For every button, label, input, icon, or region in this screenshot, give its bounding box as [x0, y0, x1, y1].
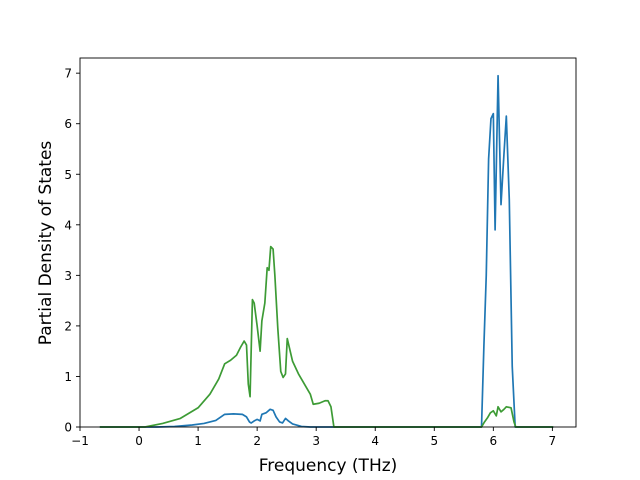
x-tick-label: 6 [490, 434, 498, 448]
x-tick-label: 1 [194, 434, 202, 448]
series-line-1 [99, 74, 554, 428]
y-tick-label: 6 [64, 117, 72, 131]
y-tick-label: 3 [64, 269, 72, 283]
y-axis: 0 1 2 3 4 5 6 7 [64, 67, 80, 435]
y-axis-label: Partial Density of States [36, 141, 56, 346]
y-tick-label: 7 [64, 67, 72, 81]
x-tick-label: 2 [253, 434, 261, 448]
x-tick-label: 7 [549, 434, 557, 448]
x-tick-label: −1 [71, 434, 89, 448]
y-tick-label: 4 [64, 218, 72, 232]
y-tick-label: 1 [64, 370, 72, 384]
x-tick-label: 3 [312, 434, 320, 448]
series-line-2 [99, 245, 554, 428]
x-tick-label: 4 [371, 434, 379, 448]
x-tick-label: 5 [430, 434, 438, 448]
plot-frame [79, 57, 577, 428]
y-tick-label: 2 [64, 319, 72, 333]
series-layer [99, 74, 554, 428]
x-axis: −1 0 1 2 3 4 5 6 7 [71, 427, 556, 448]
x-axis-label: Frequency (THz) [259, 456, 398, 476]
y-tick-label: 0 [64, 421, 72, 435]
y-tick-label: 5 [64, 168, 72, 182]
x-tick-label: 0 [135, 434, 143, 448]
